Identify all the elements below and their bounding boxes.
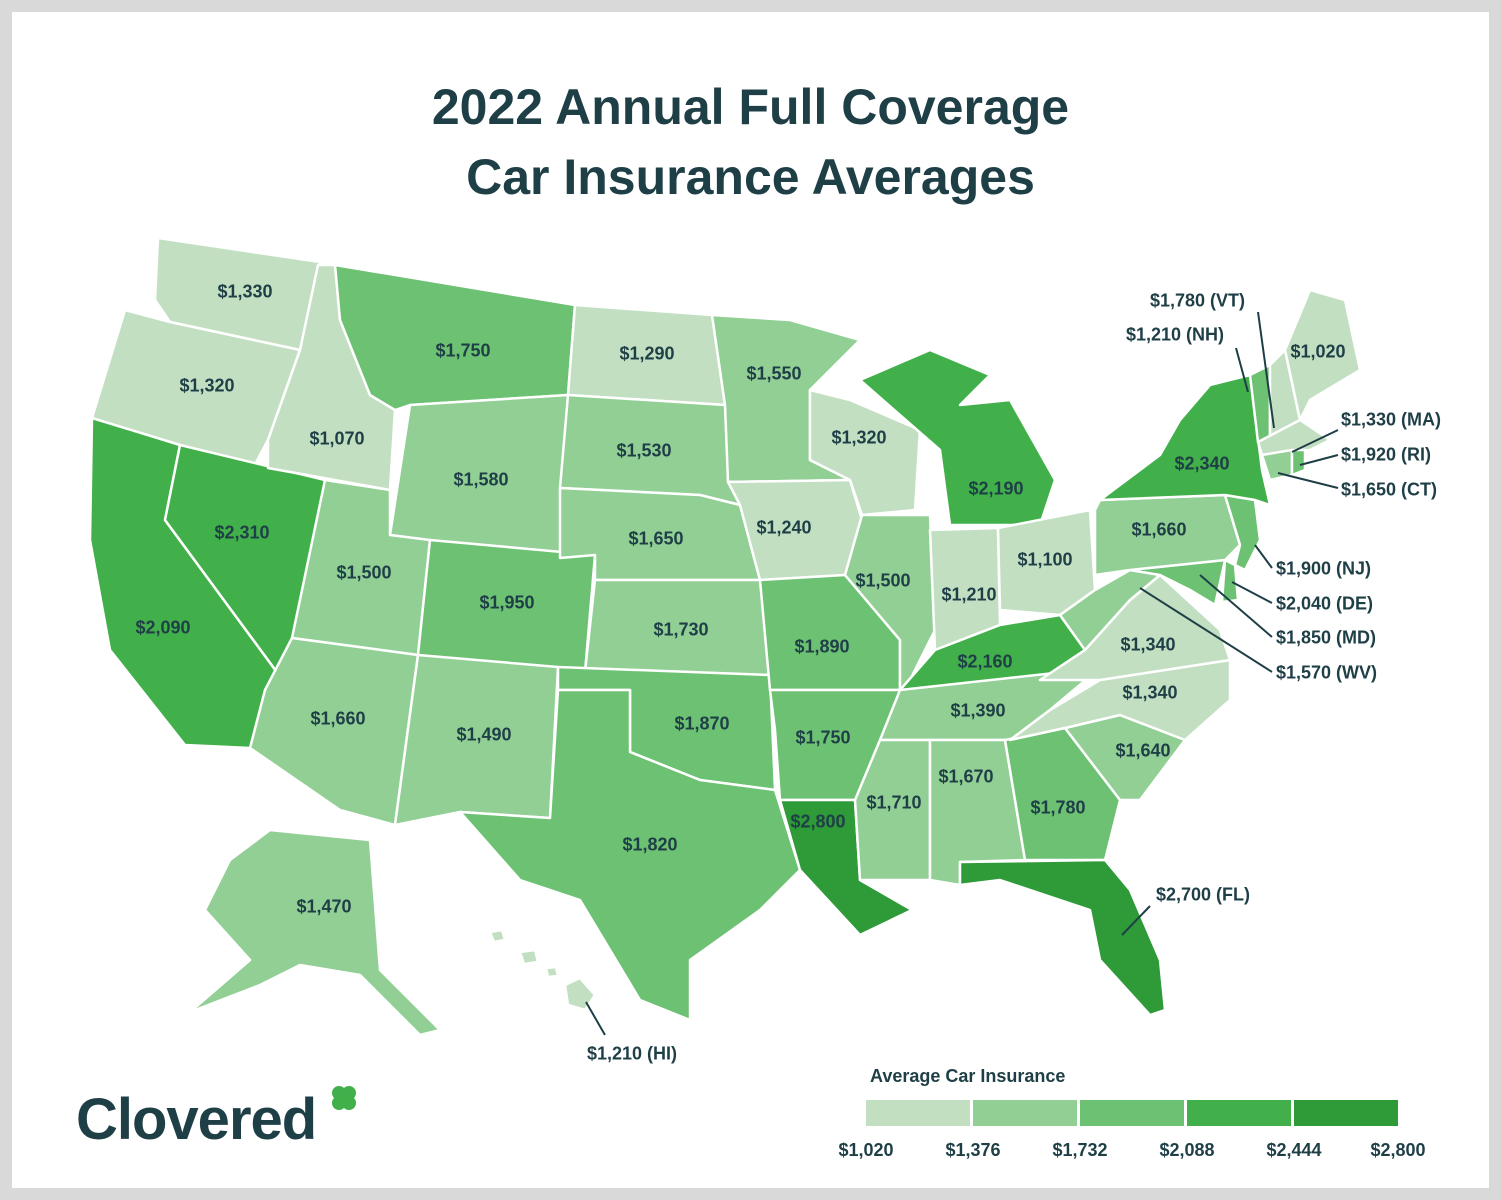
state-label-in: $1,210 bbox=[941, 584, 997, 605]
callout-line-ct bbox=[1277, 472, 1339, 489]
callout-line-nh bbox=[1235, 347, 1249, 393]
state-hi bbox=[563, 976, 597, 1012]
state-mt bbox=[333, 263, 577, 412]
logo-text: Clovered bbox=[76, 1087, 317, 1152]
legend-tick-4: $2,088 bbox=[1159, 1140, 1215, 1160]
state-label-va: $1,340 bbox=[1120, 634, 1176, 655]
legend-swatch-5 bbox=[1294, 1100, 1398, 1126]
callout-lines bbox=[585, 311, 1339, 1036]
state-label-nv: $2,310 bbox=[214, 522, 270, 543]
state-ri bbox=[1290, 448, 1307, 477]
state-hi-islands bbox=[488, 928, 560, 979]
state-label-ga: $1,780 bbox=[1030, 797, 1086, 818]
state-de bbox=[1220, 558, 1240, 604]
state-label-ca: $2,090 bbox=[135, 617, 191, 638]
state-label-ky: $2,160 bbox=[957, 651, 1013, 672]
state-label-mo: $1,890 bbox=[794, 636, 850, 657]
state-label-tx: $1,820 bbox=[622, 834, 678, 855]
state-label-md: $1,850 (MD) bbox=[1276, 627, 1377, 648]
state-label-wy: $1,580 bbox=[453, 469, 509, 490]
state-mi bbox=[858, 348, 1057, 527]
state-label-ms: $1,710 bbox=[866, 792, 922, 813]
callout-line-nj bbox=[1254, 544, 1273, 569]
state-label-oh: $1,100 bbox=[1017, 549, 1073, 570]
state-ak bbox=[188, 828, 442, 1037]
state-label-wa: $1,330 bbox=[217, 281, 273, 302]
state-label-ks: $1,730 bbox=[653, 619, 709, 640]
state-label-hi: $1,210 (HI) bbox=[587, 1043, 678, 1064]
callout-line-de bbox=[1231, 581, 1273, 604]
state-label-fl: $2,700 (FL) bbox=[1156, 884, 1251, 905]
state-label-nm: $1,490 bbox=[456, 724, 512, 745]
state-label-mt: $1,750 bbox=[435, 340, 491, 361]
legend-tick-3: $1,732 bbox=[1052, 1140, 1108, 1160]
state-label-ma: $1,330 (MA) bbox=[1341, 409, 1442, 430]
state-label-il: $1,500 bbox=[855, 570, 911, 591]
state-label-wi: $1,320 bbox=[831, 427, 887, 448]
state-ma bbox=[1256, 418, 1332, 457]
legend-swatch-4 bbox=[1187, 1100, 1291, 1126]
state-label-co: $1,950 bbox=[479, 592, 535, 613]
legend-tick-6: $2,800 bbox=[1370, 1140, 1426, 1160]
legend-title: Average Car Insurance bbox=[870, 1066, 1066, 1086]
callout-line-ri bbox=[1299, 454, 1339, 466]
state-label-ar: $1,750 bbox=[795, 727, 851, 748]
state-nc bbox=[1008, 658, 1232, 742]
state-label-ri: $1,920 (RI) bbox=[1341, 444, 1432, 465]
legend-tick-2: $1,376 bbox=[945, 1140, 1001, 1160]
state-label-mn: $1,550 bbox=[746, 363, 802, 384]
state-label-de: $2,040 (DE) bbox=[1276, 593, 1374, 614]
legend-swatch-1 bbox=[866, 1100, 970, 1126]
state-label-la: $2,800 bbox=[790, 811, 846, 832]
callout-line-ma bbox=[1291, 429, 1339, 453]
state-label-ak: $1,470 bbox=[296, 896, 352, 917]
state-label-ny: $2,340 bbox=[1174, 453, 1230, 474]
legend-swatch-2 bbox=[973, 1100, 1077, 1126]
state-fl bbox=[958, 858, 1167, 1017]
state-label-ia: $1,240 bbox=[756, 517, 812, 538]
state-label-or: $1,320 bbox=[179, 375, 235, 396]
clover-icon bbox=[332, 1086, 357, 1110]
state-label-al: $1,670 bbox=[938, 766, 994, 787]
state-label-id: $1,070 bbox=[309, 428, 365, 449]
legend-tick-5: $2,444 bbox=[1266, 1140, 1322, 1160]
callout-line-hi bbox=[585, 1001, 606, 1036]
state-label-wv: $1,570 (WV) bbox=[1276, 662, 1378, 683]
state-label-az: $1,660 bbox=[310, 708, 366, 729]
state-label-pa: $1,660 bbox=[1131, 519, 1187, 540]
clovered-logo: Clovered bbox=[76, 1086, 361, 1153]
state-label-sd: $1,530 bbox=[616, 440, 672, 461]
state-label-mi: $2,190 bbox=[968, 478, 1024, 499]
state-tx bbox=[458, 688, 802, 1022]
map-title-line-2: Car Insurance Averages bbox=[466, 149, 1035, 205]
state-label-ct: $1,650 (CT) bbox=[1341, 479, 1438, 500]
state-label-me: $1,020 bbox=[1290, 341, 1346, 362]
state-label-ne: $1,650 bbox=[628, 528, 684, 549]
state-label-nj: $1,900 (NJ) bbox=[1276, 558, 1372, 579]
state-label-nd: $1,290 bbox=[619, 343, 675, 364]
state-label-sc: $1,640 bbox=[1115, 740, 1171, 761]
state-label-ok: $1,870 bbox=[674, 713, 730, 734]
callout-line-fl bbox=[1121, 905, 1151, 936]
state-wi bbox=[808, 388, 922, 517]
state-label-ut: $1,500 bbox=[336, 562, 392, 583]
legend-tick-1: $1,020 bbox=[838, 1140, 894, 1160]
map-title-line-1: 2022 Annual Full Coverage bbox=[431, 79, 1070, 135]
legend-swatch-3 bbox=[1080, 1100, 1184, 1126]
callout-line-md bbox=[1199, 574, 1273, 638]
state-label-nc: $1,340 bbox=[1122, 682, 1178, 703]
state-label-tn: $1,390 bbox=[950, 700, 1006, 721]
state-label-vt: $1,780 (VT) bbox=[1150, 290, 1246, 311]
state-label-nh: $1,210 (NH) bbox=[1126, 324, 1225, 345]
callout-line-vt bbox=[1257, 311, 1275, 429]
callout-line-wv bbox=[1139, 587, 1273, 673]
state-ny bbox=[1098, 373, 1272, 507]
